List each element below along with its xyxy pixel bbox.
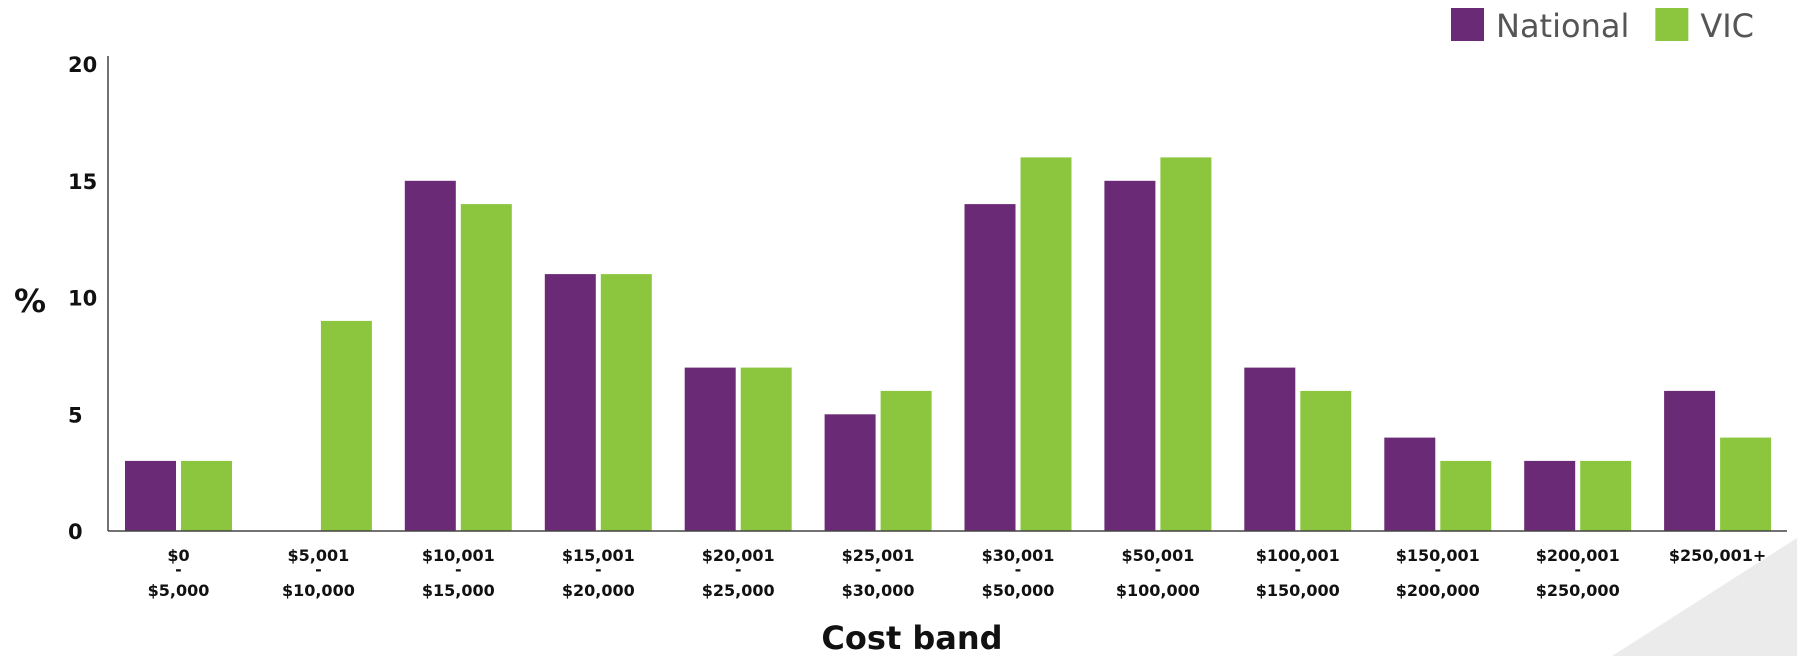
x-category-label: $50,000 — [982, 581, 1055, 600]
x-category-label: $30,000 — [842, 581, 915, 600]
x-category-label: $100,000 — [1116, 581, 1200, 600]
x-category-label: $150,001 — [1396, 546, 1480, 565]
x-category-label: - — [455, 560, 462, 579]
y-tick-label: 5 — [68, 403, 83, 427]
bar-vic — [1580, 460, 1632, 531]
x-category-label: $20,001 — [702, 546, 775, 565]
x-category-label: - — [875, 560, 882, 579]
bars — [125, 157, 1772, 532]
y-tick-label: 20 — [68, 53, 97, 77]
bar-vic — [1440, 460, 1492, 531]
x-category-label: - — [315, 560, 322, 579]
decorative-grey-shape — [1612, 538, 1797, 656]
bar-vic — [1720, 437, 1772, 531]
y-tick-label: 15 — [68, 170, 97, 194]
x-category-label: - — [595, 560, 602, 579]
legend: National VIC — [1451, 7, 1754, 45]
bar-vic — [1160, 157, 1212, 531]
bar-national — [824, 414, 876, 532]
bar-vic — [320, 320, 372, 531]
bar-vic — [740, 367, 792, 531]
x-category-label: - — [735, 560, 742, 579]
legend-swatch-national — [1451, 8, 1484, 41]
x-category-label: $20,000 — [562, 581, 635, 600]
x-category-label: $5,001 — [288, 546, 350, 565]
x-category-label: $200,001 — [1536, 546, 1620, 565]
x-category-label: $200,000 — [1396, 581, 1480, 600]
bar-national — [964, 204, 1016, 531]
x-category-label: - — [1015, 560, 1022, 579]
bar-vic — [600, 274, 652, 531]
x-category-label: $25,001 — [842, 546, 915, 565]
x-axis-title: Cost band — [821, 619, 1002, 656]
x-category-label: $25,000 — [702, 581, 775, 600]
x-category-label: $10,001 — [422, 546, 495, 565]
bar-vic — [1020, 157, 1072, 531]
y-axis-title: % — [14, 282, 46, 320]
x-category-label: $0 — [167, 546, 189, 565]
legend-swatch-vic — [1655, 8, 1689, 41]
x-category-label: $5,000 — [148, 581, 210, 600]
bar-national — [1384, 437, 1436, 531]
bar-vic — [1300, 390, 1352, 531]
x-category-label: - — [1574, 560, 1581, 579]
bar-vic — [181, 460, 232, 531]
x-category-label: $250,000 — [1536, 581, 1620, 600]
bar-vic — [880, 390, 932, 531]
x-category-label: $150,000 — [1256, 581, 1340, 600]
legend-label-national: National — [1496, 7, 1629, 45]
bar-national — [404, 180, 456, 532]
x-category-label: $50,001 — [1121, 546, 1194, 565]
x-category-label: $10,000 — [282, 581, 355, 600]
y-tick-label: 10 — [68, 287, 97, 311]
y-tick-label: 0 — [68, 520, 83, 544]
bar-national — [1104, 180, 1156, 532]
legend-label-vic: VIC — [1700, 7, 1754, 45]
x-category-label: $100,001 — [1256, 546, 1340, 565]
x-category-label: - — [1155, 560, 1162, 579]
bar-national — [544, 274, 596, 531]
x-category-label: - — [1294, 560, 1301, 579]
bar-national — [1244, 367, 1296, 531]
x-category-label: $15,001 — [562, 546, 635, 565]
bar-national — [1664, 390, 1716, 531]
x-category-label: - — [1434, 560, 1441, 579]
x-category-label: $30,001 — [982, 546, 1055, 565]
bar-national — [125, 460, 176, 531]
x-category-label: $250,001+ — [1669, 546, 1766, 565]
x-category-label: - — [175, 560, 182, 579]
bar-national — [1524, 460, 1576, 531]
bar-national — [684, 367, 736, 531]
x-category-label: $15,000 — [422, 581, 495, 600]
y-axis-ticks: 0 5 10 15 20 — [68, 53, 97, 544]
x-axis-category-labels: $0-$5,000$5,001-$10,000$10,001-$15,000$1… — [148, 546, 1767, 600]
bar-vic — [460, 204, 512, 531]
